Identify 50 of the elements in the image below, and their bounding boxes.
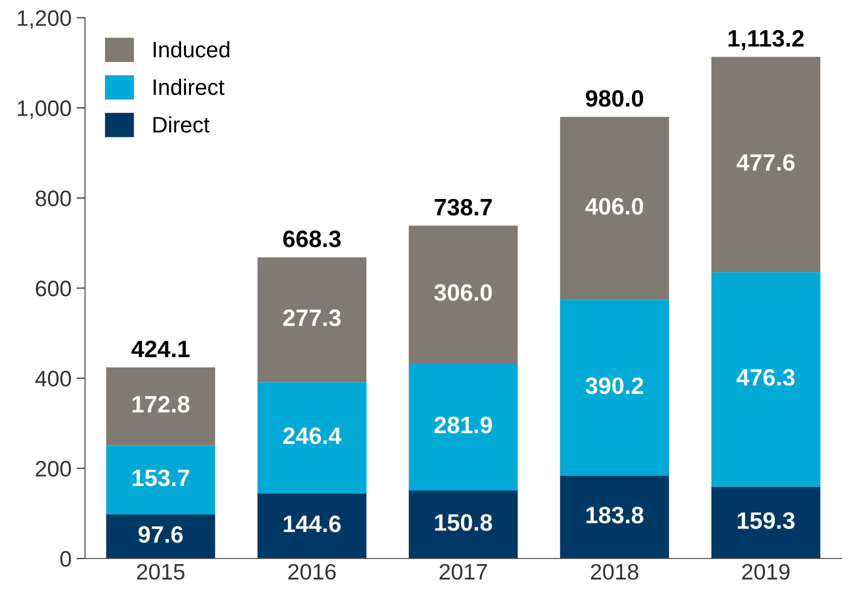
y-tick-label: 1,000: [18, 100, 71, 119]
bar: [257, 382, 366, 494]
data-label: 183.8: [586, 506, 644, 524]
y-tick-label: 800: [36, 190, 71, 206]
x-tick-label: 2016: [288, 564, 336, 580]
x-tick-label: 2019: [742, 564, 790, 580]
data-label: 246.4: [283, 427, 342, 444]
y-tick-label: 400: [35, 370, 71, 387]
data-label: 476.3: [736, 369, 795, 386]
total-label: 980.0: [586, 90, 644, 107]
bar: [106, 514, 216, 558]
legend-label: Indirect: [154, 78, 224, 96]
data-label: 150.8: [435, 514, 492, 531]
bar: [257, 257, 366, 382]
y-tick-label: 0: [60, 551, 71, 567]
bar: [711, 486, 820, 558]
y-tick-label: 1,200: [18, 10, 71, 29]
data-label: 97.6: [138, 526, 183, 543]
data-label: 477.6: [736, 154, 795, 171]
bar: [408, 226, 518, 364]
bar: [711, 56, 820, 272]
y-tick-label: 200: [36, 460, 71, 477]
bar: [560, 300, 670, 476]
bar: [560, 476, 670, 558]
x-tick-label: 2018: [590, 564, 638, 580]
data-label: 281.9: [434, 416, 492, 434]
x-tick-label: 2015: [137, 564, 184, 580]
data-label: 277.3: [283, 309, 341, 326]
bar: [560, 116, 670, 300]
legend-label: Direct: [153, 116, 210, 133]
y-tick-label: 600: [36, 280, 71, 296]
data-label: 390.2: [586, 377, 644, 394]
legend-label: Induced: [154, 41, 230, 58]
total-label: 738.7: [434, 198, 492, 216]
total-label: 1,113.2: [728, 30, 804, 50]
bar: [106, 445, 216, 515]
data-label: 406.0: [585, 198, 644, 215]
bar: [106, 367, 216, 446]
x-tick-label: 2017: [440, 564, 487, 580]
data-label: 306.0: [434, 284, 492, 301]
bar: [711, 272, 820, 487]
bar: [408, 490, 518, 558]
bar: [408, 364, 518, 491]
total-label: 424.1: [131, 340, 190, 358]
data-label: 159.3: [738, 512, 795, 529]
data-label: 144.6: [284, 516, 341, 532]
data-label: 153.7: [132, 470, 190, 486]
total-label: 668.3: [283, 230, 341, 248]
bar: [257, 493, 366, 558]
data-label: 172.8: [132, 396, 190, 413]
